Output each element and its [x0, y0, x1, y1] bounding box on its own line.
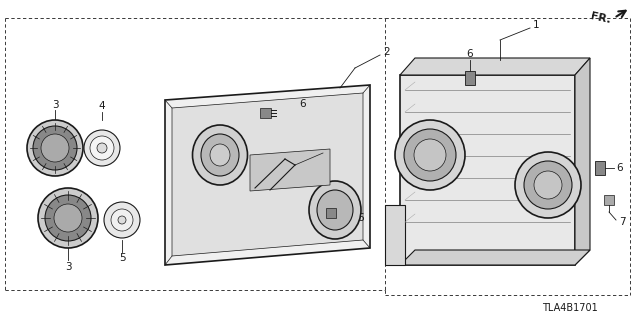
Circle shape: [414, 139, 446, 171]
Circle shape: [41, 134, 69, 162]
Polygon shape: [385, 205, 405, 265]
Circle shape: [97, 143, 107, 153]
Circle shape: [54, 204, 82, 232]
Ellipse shape: [309, 181, 361, 239]
Polygon shape: [250, 149, 330, 191]
Circle shape: [524, 161, 572, 209]
Text: 7: 7: [619, 217, 625, 227]
Ellipse shape: [317, 190, 353, 230]
Ellipse shape: [210, 144, 230, 166]
Text: TLA4B1701: TLA4B1701: [542, 303, 598, 313]
Circle shape: [534, 171, 562, 199]
Circle shape: [45, 195, 91, 241]
Polygon shape: [595, 161, 605, 175]
Text: 5: 5: [118, 253, 125, 263]
Ellipse shape: [201, 134, 239, 176]
Circle shape: [33, 126, 77, 170]
Polygon shape: [165, 85, 370, 265]
Text: 1: 1: [532, 20, 540, 30]
Text: 6: 6: [358, 213, 364, 223]
Circle shape: [84, 130, 120, 166]
Ellipse shape: [193, 125, 248, 185]
Text: FR.: FR.: [590, 11, 612, 25]
Text: 2: 2: [384, 47, 390, 57]
Text: 4: 4: [99, 101, 106, 111]
Polygon shape: [326, 208, 336, 218]
Text: 6: 6: [617, 163, 623, 173]
Circle shape: [395, 120, 465, 190]
Circle shape: [111, 209, 133, 231]
Circle shape: [38, 188, 98, 248]
Text: 6: 6: [300, 99, 307, 109]
Text: 3: 3: [65, 262, 71, 272]
Circle shape: [515, 152, 581, 218]
Polygon shape: [172, 93, 363, 256]
Polygon shape: [465, 71, 475, 85]
Polygon shape: [260, 108, 271, 118]
Polygon shape: [604, 195, 614, 205]
Polygon shape: [400, 75, 575, 265]
Polygon shape: [400, 250, 590, 265]
Polygon shape: [575, 58, 590, 265]
Circle shape: [404, 129, 456, 181]
Circle shape: [118, 216, 126, 224]
Circle shape: [27, 120, 83, 176]
Text: 3: 3: [52, 100, 58, 110]
Polygon shape: [400, 58, 590, 75]
Circle shape: [104, 202, 140, 238]
Text: 6: 6: [467, 49, 474, 59]
Circle shape: [90, 136, 114, 160]
